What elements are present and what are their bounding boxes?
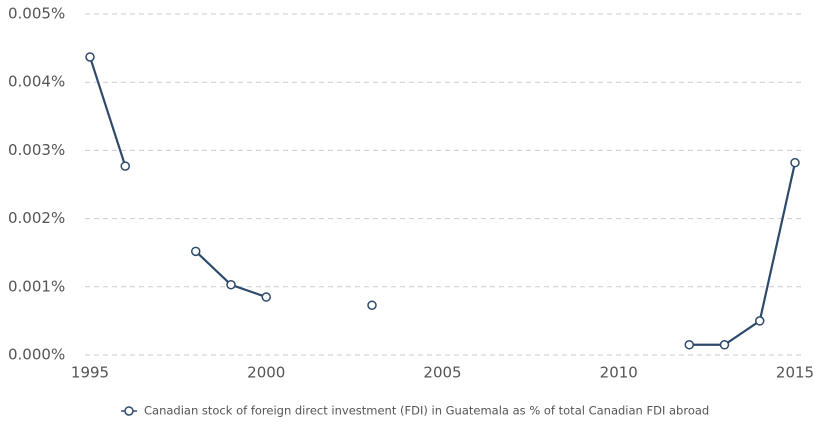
y-tick-label: 0.000% <box>8 346 65 364</box>
series-line <box>88 56 797 346</box>
data-point <box>755 316 765 326</box>
y-tick-label: 0.004% <box>8 73 65 91</box>
legend-label: Canadian stock of foreign direct investm… <box>144 404 709 418</box>
data-point <box>790 157 800 168</box>
y-tick-label: 0.002% <box>8 209 65 227</box>
y-tick-label: 0.001% <box>8 277 65 295</box>
y-tick-label: 0.005% <box>8 5 65 23</box>
legend-marker <box>124 406 134 416</box>
x-tick-label: 1995 <box>71 364 109 382</box>
data-point <box>120 161 130 171</box>
data-point <box>684 340 694 350</box>
data-point <box>367 300 377 310</box>
x-tick-label: 2000 <box>247 364 285 382</box>
x-tick-label: 2010 <box>600 364 638 382</box>
data-point <box>719 340 730 350</box>
x-tick-label: 2005 <box>423 364 461 382</box>
data-point <box>85 52 95 62</box>
data-point <box>226 280 236 290</box>
data-point <box>261 292 271 302</box>
y-tick-label: 0.003% <box>8 141 65 159</box>
x-tick-label: 2015 <box>776 364 814 382</box>
data-point <box>191 246 201 257</box>
